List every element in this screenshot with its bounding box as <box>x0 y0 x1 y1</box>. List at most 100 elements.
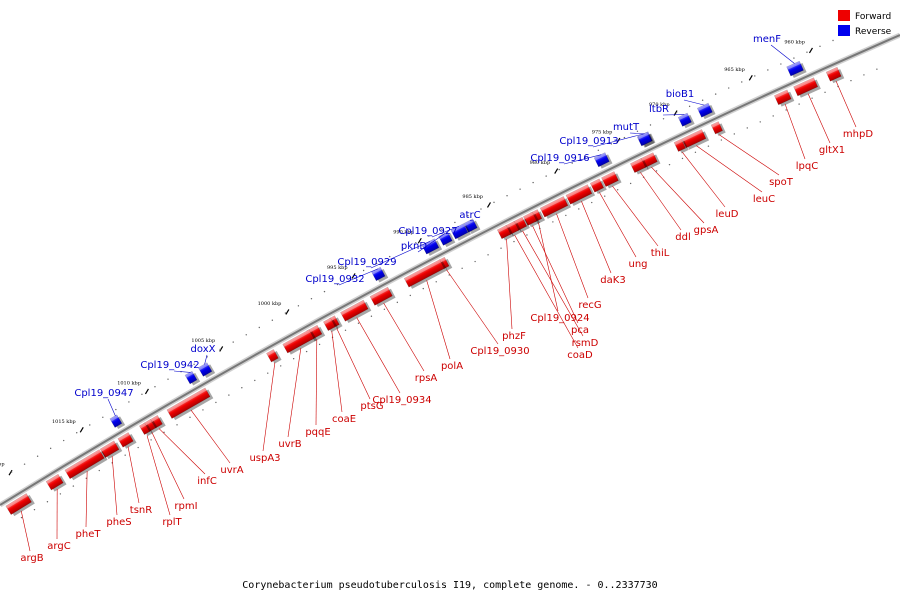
gene-recg-leader <box>556 213 589 299</box>
tick-dot <box>435 281 437 283</box>
gene-pca-block <box>522 211 540 228</box>
gene-spot-leader <box>719 134 780 176</box>
tick-dot <box>649 124 652 126</box>
tick-dot <box>409 294 412 297</box>
gene-rplt-leader <box>146 435 171 516</box>
gene-cpl19-0934-leader <box>356 317 401 394</box>
gene-argc-block <box>45 473 67 492</box>
gene-coad-leader <box>514 234 579 349</box>
gene-pknd-label: pknD <box>401 241 427 252</box>
tick-dot <box>474 260 476 263</box>
gene-phes-block <box>99 440 123 460</box>
gene-lpqc-leader <box>784 104 806 160</box>
tick-label: 995 kbp <box>327 265 348 271</box>
tick-dot <box>357 322 360 324</box>
gene-doxx-label: doxX <box>191 344 216 355</box>
gene-menf-block <box>786 60 807 78</box>
tick-dot <box>824 91 826 94</box>
tick-dot <box>280 365 282 367</box>
gene-mutt-leader <box>629 132 645 135</box>
gene-mhpd-leader <box>835 80 857 128</box>
gene-gpsa-label: gpsA <box>694 225 719 236</box>
gene-phes-label: pheS <box>106 517 131 528</box>
tick-dot <box>754 75 756 77</box>
tick-dot <box>675 111 678 114</box>
tick-dot <box>59 493 62 495</box>
tick-dot <box>767 69 769 71</box>
gene-atrc-label: atrC <box>459 210 480 221</box>
tick-dot <box>428 235 430 237</box>
tick-dot <box>141 393 143 396</box>
tick-dot <box>23 463 26 465</box>
tick-dot <box>344 329 347 331</box>
tick-dot <box>863 74 865 76</box>
tick-label: 960 kbp <box>784 39 805 45</box>
gene-dak3-label: daK3 <box>600 275 625 286</box>
gene-doxx-leader <box>204 354 208 365</box>
gene-leuc-label: leuC <box>753 194 775 205</box>
tick-dot <box>487 254 489 256</box>
gene-atrc-block <box>463 218 481 235</box>
tick-dot <box>89 424 91 426</box>
tick-dot <box>258 326 260 329</box>
tick-mark <box>285 309 290 315</box>
tick-mark <box>351 273 356 279</box>
tick-dot <box>49 447 52 450</box>
gene-tsnr-block <box>117 432 137 449</box>
tick-dot <box>746 127 748 129</box>
gene-cpl19-0934-label: Cpl19_0934 <box>372 395 431 406</box>
tick-dot <box>629 182 632 185</box>
gene-cpl19-0924-leader <box>538 222 559 312</box>
gene-dak3-block <box>565 184 596 207</box>
tick-dot <box>655 170 658 172</box>
tick-dot <box>519 188 521 190</box>
gene-leud-leader <box>682 152 726 208</box>
gene-cpl19-0932-label: Cpl19_0932 <box>305 274 364 285</box>
tick-dot <box>388 255 391 258</box>
gene-rsmd-leader <box>522 230 584 337</box>
tick-dot <box>811 97 813 99</box>
tick-dot <box>584 155 586 158</box>
tick-dot <box>10 471 13 473</box>
gene-pola-block <box>403 259 448 289</box>
tick-mark <box>79 426 84 433</box>
gene-cpl19-0930-block <box>438 256 453 271</box>
tick-dot <box>694 151 697 154</box>
tick-dot <box>297 305 300 307</box>
gene-thil-block <box>601 171 622 189</box>
tick-dot <box>292 358 295 360</box>
tick-dot <box>591 201 593 204</box>
gene-cpl19-0942-block <box>184 370 201 386</box>
gene-ddl-block <box>630 158 649 175</box>
tick-label: 975 kbp <box>592 129 613 135</box>
tick-dot <box>336 283 339 286</box>
legend: Forward Reverse <box>838 10 892 37</box>
gene-leud-block <box>673 138 689 154</box>
gene-tsnr-label: tsnR <box>130 505 152 516</box>
gene-cpl19-0916-leader <box>563 154 602 165</box>
tick-dot <box>370 315 373 317</box>
tick-dot <box>785 109 787 111</box>
gene-recg-block <box>539 196 572 219</box>
gene-recg-label: recG <box>578 300 601 311</box>
tick-dot <box>318 343 321 346</box>
gene-cpl19-0913-label: Cpl19_0913 <box>559 136 618 147</box>
tick-dot <box>189 416 191 419</box>
legend-forward-label: Forward <box>855 12 891 22</box>
gene-biob1-block <box>696 102 716 120</box>
gene-thil-label: thiL <box>651 248 670 259</box>
gene-gpsa-leader <box>651 166 705 224</box>
tick-dot <box>616 189 619 191</box>
tick-label: 985 kbp <box>462 194 483 200</box>
gene-cpl19-0927-leader <box>431 225 460 238</box>
gene-cpl19-0929-block <box>421 238 443 256</box>
tick-dot <box>362 269 365 272</box>
gene-ltbr-label: ltbR <box>649 104 669 115</box>
gene-uvra-label: uvrA <box>220 465 243 476</box>
tick-dot <box>500 247 502 249</box>
tick-dot <box>310 298 313 300</box>
gene-ltbr-block <box>677 112 695 129</box>
tick-mark <box>8 469 13 476</box>
tick-dot <box>578 208 580 210</box>
legend-reverse-swatch <box>838 25 850 36</box>
